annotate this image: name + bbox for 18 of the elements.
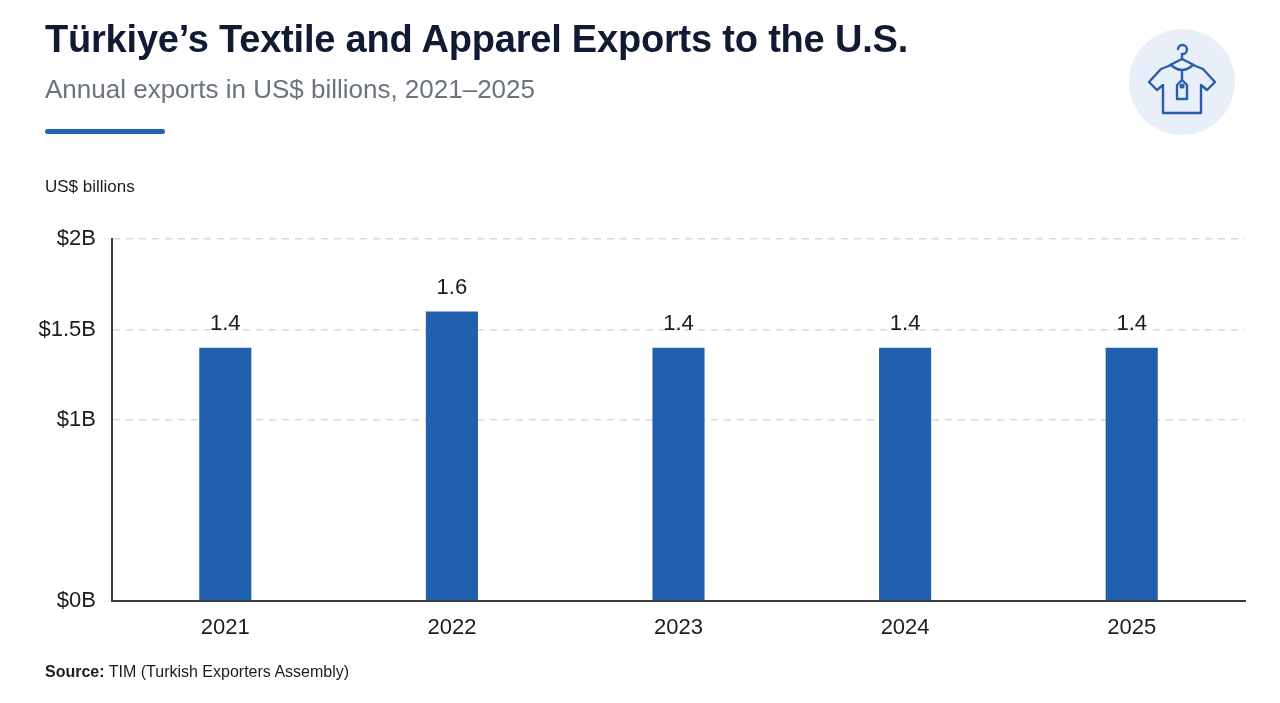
data-label: 1.4 — [1116, 309, 1147, 335]
x-tick-label: 2025 — [1107, 614, 1157, 640]
data-label: 1.4 — [210, 309, 241, 335]
data-label: 1.4 — [889, 309, 921, 335]
x-tick-label: 2022 — [427, 614, 477, 640]
chart-title: Türkiye’s Textile and Apparel Exports to the U.S. — [45, 18, 908, 61]
y-tick-label: $2B — [56, 225, 96, 251]
y-tick-label: $0B — [56, 587, 96, 613]
data-label: 1.6 — [436, 273, 468, 299]
data-label: 1.4 — [663, 309, 694, 335]
x-tick-label: 2021 — [200, 614, 250, 640]
source-note: Source: TIM (Turkish Exporters Assembly) — [45, 663, 350, 680]
chart-subtitle: Annual exports in US$ billions, 2021–2025 — [45, 74, 536, 105]
y-tick-label: $1.5B — [38, 315, 96, 341]
x-tick-label: 2024 — [880, 614, 930, 640]
y-axis-title: US$ billions — [45, 177, 135, 197]
y-tick-label: $1B — [56, 406, 96, 432]
x-tick-label: 2023 — [654, 614, 703, 640]
